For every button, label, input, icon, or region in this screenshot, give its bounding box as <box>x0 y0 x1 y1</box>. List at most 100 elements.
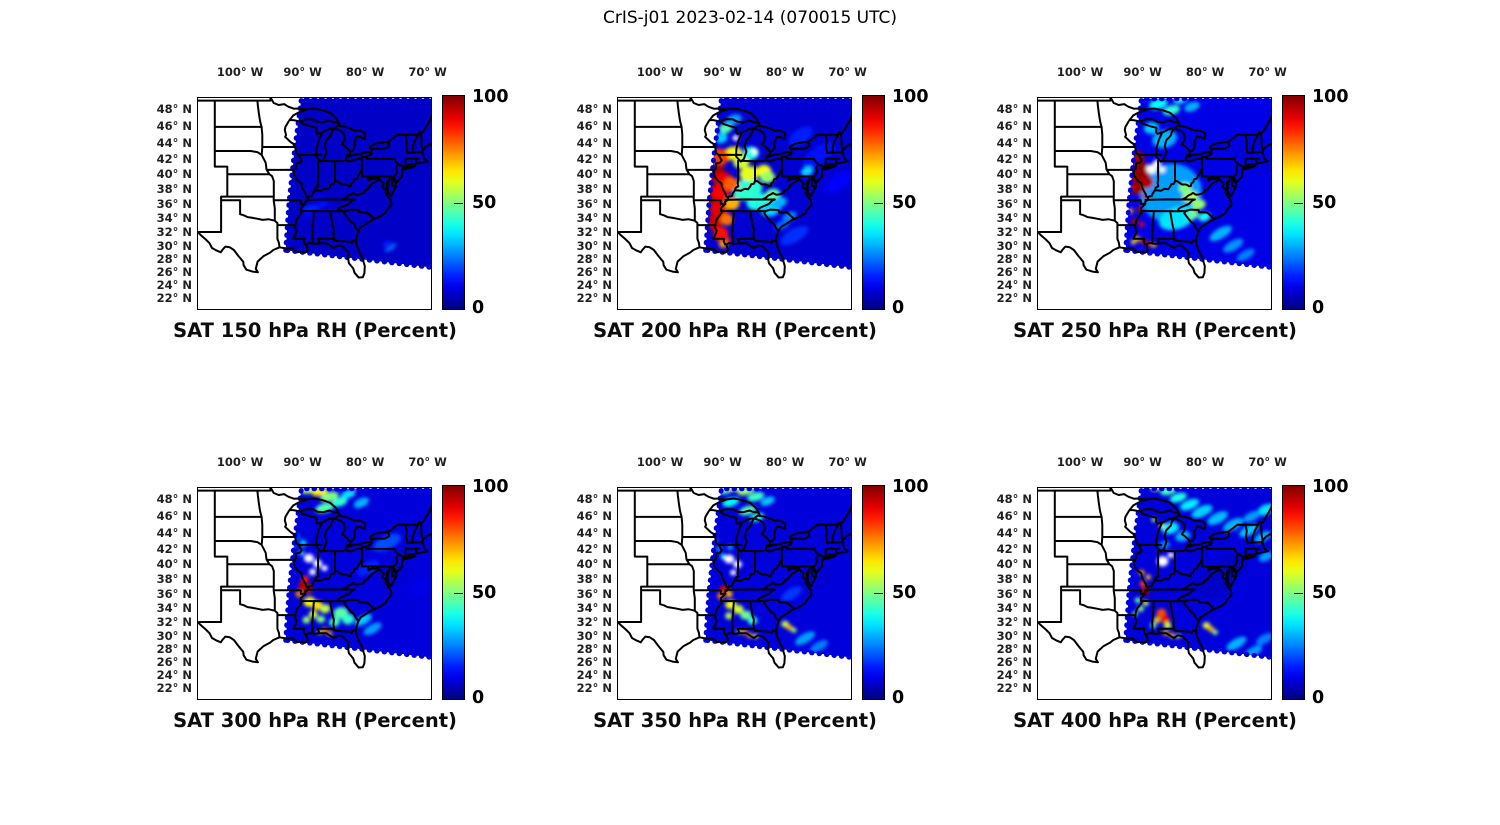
lat-tick-label: 22° N <box>576 290 612 305</box>
lon-tick-label: 80° W <box>765 455 805 469</box>
panel-title: SAT 200 hPa RH (Percent) <box>593 319 877 342</box>
colorbar-tick-label: 100 <box>1312 87 1349 107</box>
lon-tick-label: 70° W <box>1248 65 1287 79</box>
lon-tick-label: 100° W <box>216 455 264 469</box>
panel-300hpa: 100° W 90° W 80° W 70° W 48° N 46° N 44° N 42° … <box>140 452 522 746</box>
lat-tick-label: 30° N <box>996 238 1032 253</box>
map-plot-area <box>197 97 432 310</box>
us-state-borders <box>1037 97 1272 279</box>
rh-map-svg <box>197 97 432 310</box>
us-state-borders <box>197 487 432 669</box>
lat-tick-label: 32° N <box>996 225 1032 239</box>
lon-tick-label: 90° W <box>1123 455 1162 469</box>
colorbar-tick-label: 50 <box>472 192 497 213</box>
lat-tick-label: 42° N <box>576 151 612 166</box>
lat-tick-label: 26° N <box>996 265 1032 279</box>
lat-tick-label: 46° N <box>996 509 1032 524</box>
lat-tick-label: 44° N <box>156 525 192 540</box>
lon-tick-label: 70° W <box>828 455 867 469</box>
lat-tick-label: 32° N <box>156 225 192 239</box>
lat-tick-label: 28° N <box>576 251 612 266</box>
lat-tick-label: 22° N <box>156 290 192 305</box>
lon-tick-label: 90° W <box>1123 65 1162 79</box>
lat-tick-label: 30° N <box>996 628 1032 643</box>
lon-tick-label: 70° W <box>408 65 447 79</box>
us-state-borders <box>617 487 852 669</box>
colorbar-tick-label: 50 <box>472 582 497 603</box>
us-state-borders <box>1037 487 1272 669</box>
lat-tick-label: 48° N <box>576 492 612 507</box>
panel-350hpa: 100° W 90° W 80° W 70° W 48° N 46° N 44° N 42° … <box>560 452 942 746</box>
lon-tick-label: 100° W <box>1056 65 1104 79</box>
lat-tick-label: 40° N <box>996 557 1032 572</box>
lat-tick-label: 44° N <box>156 135 192 150</box>
lat-tick-label: 26° N <box>156 655 192 669</box>
lon-tick-label: 80° W <box>1185 455 1225 469</box>
lat-tick-label: 28° N <box>996 641 1032 656</box>
lat-tick-label: 42° N <box>156 541 192 556</box>
lat-tick-label: 46° N <box>996 119 1032 134</box>
lon-tick-label: 70° W <box>1248 455 1287 469</box>
lat-tick-label: 28° N <box>576 641 612 656</box>
lat-tick-label: 30° N <box>156 238 192 253</box>
map-plot-area <box>617 487 852 700</box>
lon-tick-label: 70° W <box>408 455 447 469</box>
lat-tick-label: 42° N <box>996 151 1032 166</box>
lat-tick-label: 38° N <box>156 572 192 587</box>
colorbar-tick-50 <box>454 202 463 205</box>
panel-400hpa: 100° W 90° W 80° W 70° W 48° N 46° N 44° N 42° … <box>980 452 1362 746</box>
colorbar-tick-50 <box>874 592 883 595</box>
lat-tick-label: 38° N <box>996 572 1032 587</box>
lat-tick-label: 42° N <box>576 541 612 556</box>
lon-tick-label: 100° W <box>636 65 684 79</box>
rh-map-svg <box>617 97 852 310</box>
lon-tick-label: 70° W <box>828 65 867 79</box>
us-state-borders <box>197 97 432 279</box>
lat-tick-label: 38° N <box>576 572 612 587</box>
lat-tick-label: 34° N <box>576 601 612 616</box>
lat-tick-label: 34° N <box>996 601 1032 616</box>
lat-tick-label: 38° N <box>156 182 192 197</box>
map-plot-area <box>617 97 852 310</box>
lon-tick-label: 100° W <box>636 455 684 469</box>
colorbar-tick-label: 0 <box>1312 688 1325 708</box>
lat-tick-label: 46° N <box>576 509 612 524</box>
lon-tick-label: 80° W <box>345 65 385 79</box>
colorbar-tick-50 <box>1294 202 1303 205</box>
lat-tick-label: 26° N <box>576 265 612 279</box>
lat-tick-label: 40° N <box>576 557 612 572</box>
lon-tick-label: 80° W <box>1185 65 1225 79</box>
lat-tick-label: 26° N <box>996 655 1032 669</box>
us-state-borders <box>617 97 852 279</box>
lat-tick-label: 48° N <box>156 102 192 117</box>
lat-tick-label: 32° N <box>576 225 612 239</box>
lat-tick-label: 24° N <box>156 277 192 292</box>
colorbar <box>862 95 885 310</box>
lat-tick-label: 26° N <box>156 265 192 279</box>
lon-tick-label: 90° W <box>703 455 742 469</box>
colorbar-tick-50 <box>454 592 463 595</box>
rh-map-svg <box>197 487 432 700</box>
lat-tick-label: 34° N <box>156 601 192 616</box>
colorbar-tick-label: 0 <box>892 298 905 318</box>
colorbar-tick-label: 100 <box>1312 477 1349 497</box>
lat-tick-label: 38° N <box>996 182 1032 197</box>
colorbar-tick-label: 0 <box>472 298 485 318</box>
colorbar <box>1282 485 1305 700</box>
lat-tick-label: 36° N <box>996 586 1032 601</box>
lat-tick-label: 24° N <box>156 667 192 682</box>
lon-tick-label: 90° W <box>283 455 322 469</box>
lat-tick-label: 36° N <box>576 586 612 601</box>
lat-tick-label: 46° N <box>156 509 192 524</box>
colorbar-tick-label: 0 <box>472 688 485 708</box>
lat-tick-label: 28° N <box>996 251 1032 266</box>
lat-tick-label: 24° N <box>996 667 1032 682</box>
panel-150hpa: 100° W 90° W 80° W 70° W 48° N 46° N 44° N 42° … <box>140 62 522 356</box>
colorbar-tick-50 <box>874 202 883 205</box>
panel-title: SAT 250 hPa RH (Percent) <box>1013 319 1297 342</box>
lat-tick-label: 24° N <box>576 277 612 292</box>
lat-tick-label: 40° N <box>996 167 1032 182</box>
lat-tick-label: 44° N <box>576 135 612 150</box>
lat-tick-label: 32° N <box>576 615 612 629</box>
lat-tick-label: 48° N <box>996 492 1032 507</box>
